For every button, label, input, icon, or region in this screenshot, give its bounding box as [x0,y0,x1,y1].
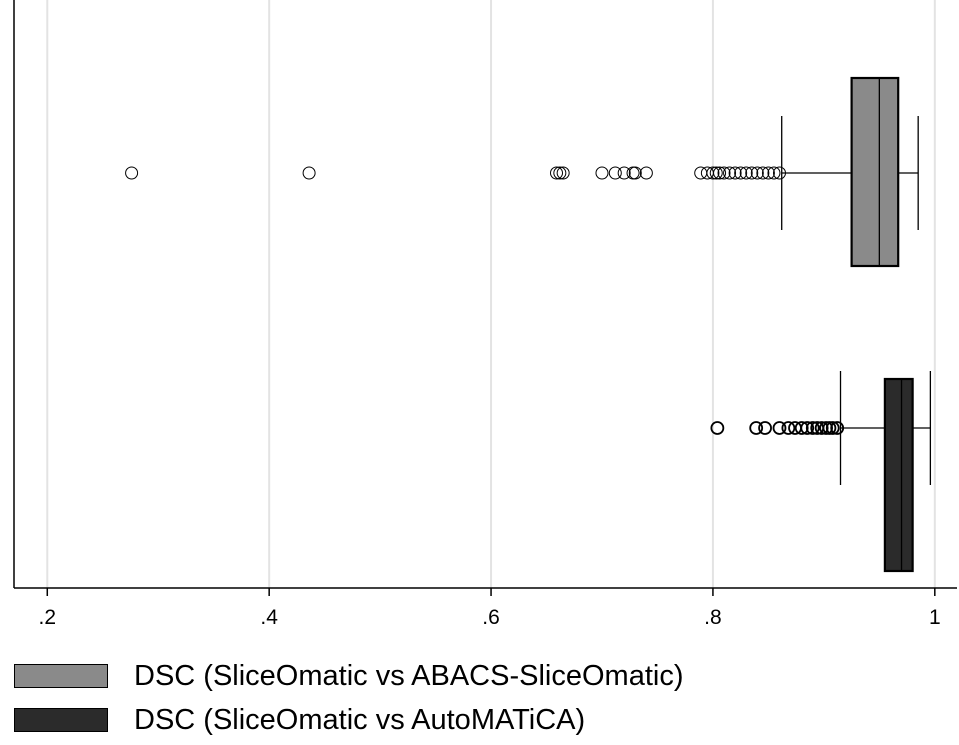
outlier-point [628,166,642,180]
outlier-point [745,166,759,180]
outlier-point [772,166,786,180]
legend-item-automatica: DSC (SliceOmatic vs AutoMATiCA) [14,701,684,739]
axes [13,0,957,596]
outlier-point [710,421,725,435]
x-tick-label: 1 [929,606,941,629]
outlier-point [794,421,809,435]
box-plot-chart: .2 .4 .6 .8 1 [13,0,957,629]
x-tick-labels: .2 .4 .6 .8 1 [39,606,941,629]
outlier-point [758,421,772,435]
x-tick-label: .6 [482,606,500,629]
box-series [125,76,932,573]
x-tick-label: .8 [704,606,722,629]
legend: DSC (SliceOmatic vs ABACS-SliceOmatic) D… [14,657,684,745]
legend-item-abacs: DSC (SliceOmatic vs ABACS-SliceOmatic) [14,657,684,695]
outlier-point [767,166,781,180]
x-tick-label: .2 [39,606,57,629]
outlier-point [617,166,631,180]
outlier-point [756,166,770,180]
outlier-point [694,166,708,180]
outlier-point [805,421,820,435]
outlier-point [814,421,829,435]
outlier-point [750,166,764,180]
outlier-point [739,166,753,180]
outlier-point [709,166,723,180]
legend-label-abacs: DSC (SliceOmatic vs ABACS-SliceOmatic) [134,659,684,692]
outlier-point [553,166,567,180]
outlier-point [639,166,653,180]
legend-swatch-abacs [14,664,108,688]
box-iqr [850,76,900,268]
outlier-point [734,166,748,180]
legend-label-automatica: DSC (SliceOmatic vs AutoMATiCA) [134,703,586,736]
outlier-point [749,421,764,435]
x-tick-label: .4 [260,606,278,629]
box-series-automatica [710,371,932,573]
outlier-point [595,166,609,180]
outlier-point [723,166,737,180]
outlier-point [761,166,775,180]
outlier-point [608,166,622,180]
box-series-abacs [125,76,919,268]
legend-swatch-automatica [14,708,108,732]
outlier-point [825,421,840,435]
outlier-point [706,166,720,180]
outlier-point [728,166,742,180]
outlier-point [556,166,570,180]
gridlines [46,0,936,588]
outlier-point [550,166,564,180]
outlier-point [781,421,796,435]
outlier-point [800,421,815,435]
outlier-point [830,421,845,435]
outlier-point [713,166,727,180]
outlier-point [302,166,316,180]
outlier-point [772,421,787,435]
box-iqr [883,377,914,573]
outlier-point [125,166,139,180]
outlier-point [717,166,731,180]
